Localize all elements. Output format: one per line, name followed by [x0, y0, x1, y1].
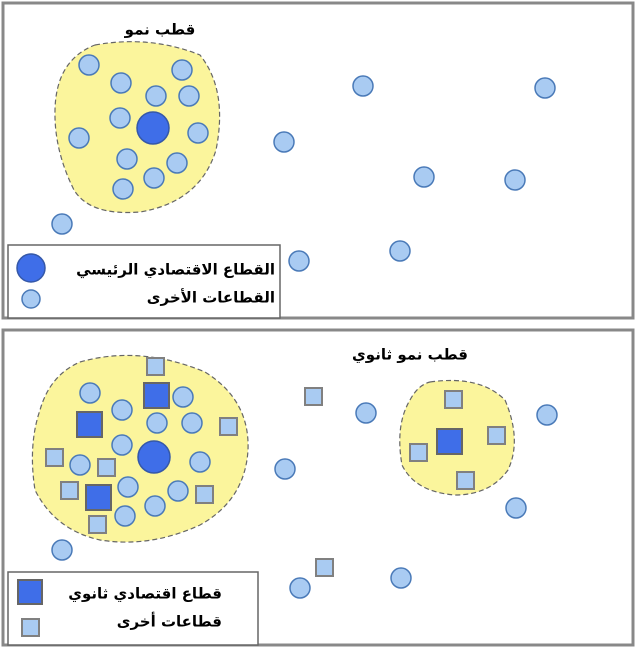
sector-circle	[181, 412, 203, 434]
secondary-square	[436, 428, 463, 455]
sector-circle	[413, 166, 435, 188]
pole-label: قطب نمو ثانوي	[352, 346, 468, 365]
sector-circle	[536, 404, 558, 426]
legend-secondary: قطاع اقتصادي ثانوي	[68, 585, 222, 604]
sector-square	[146, 357, 165, 376]
sector-square	[444, 390, 463, 409]
sector-circle	[273, 131, 295, 153]
sector-circle	[116, 148, 138, 170]
sector-square	[45, 448, 64, 467]
sector-circle	[111, 434, 133, 456]
legend-box	[7, 244, 281, 319]
sector-square	[60, 481, 79, 500]
sector-circle	[143, 167, 165, 189]
pole-label: قطب نمو	[124, 21, 196, 39]
sector-circle	[172, 386, 194, 408]
sector-circle	[69, 454, 91, 476]
main-sector	[137, 440, 171, 474]
sector-square	[219, 417, 238, 436]
sector-circle	[117, 476, 139, 498]
sector-circle	[51, 539, 73, 561]
sector-square	[315, 558, 334, 577]
sector-circle	[114, 505, 136, 527]
sector-circle	[187, 122, 209, 144]
sector-circle	[274, 458, 296, 480]
sector-circle	[390, 567, 412, 589]
sector-circle	[352, 75, 374, 97]
sector-circle	[288, 250, 310, 272]
sector-circle	[111, 399, 133, 421]
sector-square	[97, 458, 116, 477]
legend-other-icon	[21, 618, 40, 637]
sector-circle	[51, 213, 73, 235]
sector-circle	[68, 127, 90, 149]
sector-square	[304, 387, 323, 406]
main-sector	[136, 111, 170, 145]
sector-circle	[504, 169, 526, 191]
sector-square	[88, 515, 107, 534]
bottom-panel: قطب نمو ثانوي قطاع اقتصادي ثانوي قطاعات …	[1, 328, 635, 647]
secondary-square	[76, 411, 103, 438]
sector-circle	[109, 107, 131, 129]
secondary-sectors	[45, 357, 506, 577]
sector-circle	[355, 402, 377, 424]
legend-secondary-icon	[17, 579, 43, 605]
secondary-square	[143, 382, 170, 409]
sector-circle	[167, 480, 189, 502]
other-sectors	[51, 54, 556, 272]
sector-circle	[389, 240, 411, 262]
sector-circle	[189, 451, 211, 473]
sector-square	[487, 426, 506, 445]
top-panel: قطب نمو القطاع الاقتصادي الرئيسي القطاعا…	[1, 1, 635, 320]
legend-other: قطاعات أخرى	[117, 612, 222, 631]
sector-circle	[171, 59, 193, 81]
sector-circle	[110, 72, 132, 94]
sector-circle	[505, 497, 527, 519]
sector-circle	[78, 54, 100, 76]
sector-circle	[144, 495, 166, 517]
legend-box	[7, 571, 259, 646]
sector-circle	[534, 77, 556, 99]
sector-circle	[178, 85, 200, 107]
sector-circle	[289, 577, 311, 599]
legend-other-icon	[21, 289, 41, 309]
legend-other: القطاعات الأخرى	[147, 289, 275, 307]
sector-square	[195, 485, 214, 504]
legend-main: القطاع الاقتصادي الرئيسي	[76, 261, 275, 280]
legend-main-icon	[16, 253, 46, 283]
other-sectors	[51, 382, 558, 599]
sector-circle	[145, 85, 167, 107]
sector-square	[456, 471, 475, 490]
sector-circle	[79, 382, 101, 404]
sector-square	[409, 443, 428, 462]
sector-circle	[166, 152, 188, 174]
sector-circle	[146, 412, 168, 434]
sector-circle	[112, 178, 134, 200]
secondary-square	[85, 484, 112, 511]
